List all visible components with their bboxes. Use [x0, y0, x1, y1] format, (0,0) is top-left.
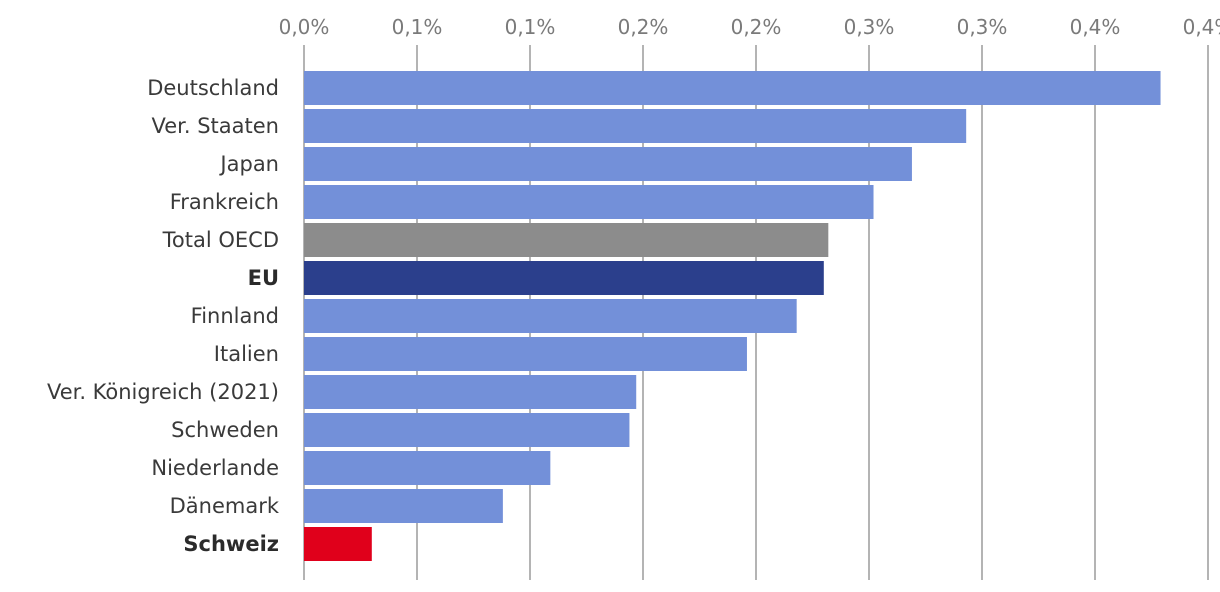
- x-tick-label: 0,3%: [957, 15, 1008, 39]
- category-label: Japan: [218, 152, 279, 176]
- category-label: Finnland: [191, 304, 279, 328]
- category-label: Ver. Staaten: [152, 114, 279, 138]
- category-label: Total OECD: [162, 228, 279, 252]
- category-label: Ver. Königreich (2021): [47, 380, 279, 404]
- bar: [304, 337, 747, 371]
- bar: [304, 109, 967, 143]
- x-tick-label: 0,0%: [279, 15, 330, 39]
- category-label: Deutschland: [147, 76, 279, 100]
- bar: [304, 413, 630, 447]
- bar: [304, 147, 912, 181]
- category-label: Schweiz: [183, 532, 279, 556]
- bar: [304, 375, 637, 409]
- category-label: Schweden: [171, 418, 279, 442]
- bar: [304, 185, 874, 219]
- category-label: Frankreich: [170, 190, 279, 214]
- category-labels: Deutschland Ver. Staaten Japan Frankreich To…: [47, 76, 280, 556]
- category-label: Dänemark: [170, 494, 280, 518]
- x-tick-label: 0,2%: [618, 15, 669, 39]
- x-tick-label: 0,3%: [844, 15, 895, 39]
- category-label: Italien: [214, 342, 279, 366]
- x-tick-label: 0,1%: [505, 15, 556, 39]
- category-label: EU: [248, 266, 279, 290]
- bar: [304, 299, 797, 333]
- x-tick-label: 0,4%: [1070, 15, 1121, 39]
- x-tick-label: 0,4%: [1183, 15, 1220, 39]
- x-tick-label: 0,2%: [731, 15, 782, 39]
- bar: [304, 527, 372, 561]
- bar: [304, 451, 551, 485]
- bar: [304, 489, 503, 523]
- bar: [304, 71, 1161, 105]
- category-label: Niederlande: [151, 456, 279, 480]
- bar: [304, 261, 824, 295]
- x-tick-label: 0,1%: [392, 15, 443, 39]
- x-axis-ticks: 0,0% 0,1% 0,1% 0,2% 0,2% 0,3% 0,3% 0,4% 0,4%: [279, 15, 1220, 39]
- bar: [304, 223, 829, 257]
- bars: [304, 71, 1161, 561]
